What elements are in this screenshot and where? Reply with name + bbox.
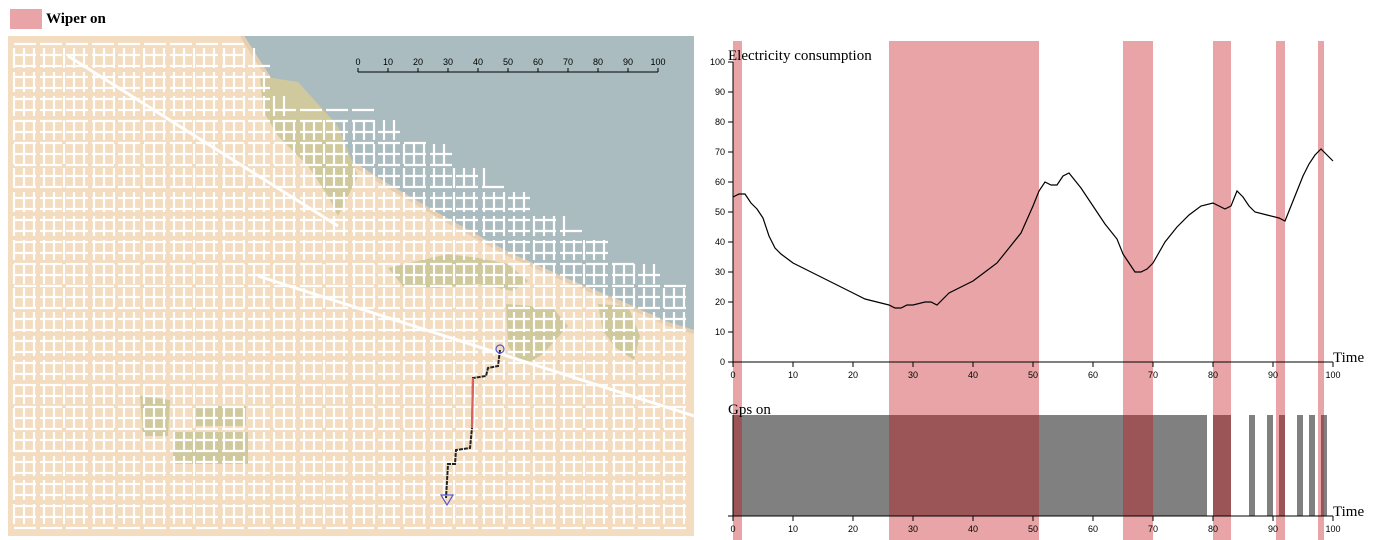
electricity-title: Electricity consumption [728, 48, 872, 64]
electricity-x-tick-label: 30 [908, 370, 918, 380]
electricity-x-tick-label: 20 [848, 370, 858, 380]
gps-x-tick-label: 50 [1028, 524, 1038, 534]
wiper-gps-overlap [1279, 415, 1285, 516]
gps-bar [1309, 415, 1315, 516]
wiper-band [1318, 41, 1324, 540]
gps-x-tick-label: 0 [730, 524, 735, 534]
electricity-y-tick-label: 0 [720, 357, 725, 367]
electricity-y-tick-label: 20 [715, 297, 725, 307]
scale-bar-tick-label: 10 [383, 57, 393, 67]
legend-label: Wiper on [46, 10, 106, 27]
scale-bar-tick-label: 100 [650, 57, 665, 67]
wiper-band [1276, 41, 1285, 540]
map[interactable]: 0 10 20 30 40 50 60 70 80 90 100 [8, 36, 694, 536]
electricity-x-tick-label: 50 [1028, 370, 1038, 380]
electricity-x-tick-label: 10 [788, 370, 798, 380]
scale-bar-tick-label: 30 [443, 57, 453, 67]
electricity-y-tick-label: 40 [715, 237, 725, 247]
gps-x-tick-label: 90 [1268, 524, 1278, 534]
gps-bar [1267, 415, 1273, 516]
electricity-x-tick-label: 60 [1088, 370, 1098, 380]
gps-title: Gps on [728, 402, 771, 418]
gps-bar [1249, 415, 1255, 516]
route-end-marker [439, 494, 455, 507]
wiper-gps-overlap [889, 415, 1039, 516]
gps-x-tick-label: 30 [908, 524, 918, 534]
electricity-y-tick-label: 90 [715, 87, 725, 97]
legend: Wiper on [10, 8, 106, 30]
electricity-x-tick-label: 80 [1208, 370, 1218, 380]
electricity-y-tick-label: 80 [715, 117, 725, 127]
electricity-series-line [732, 148, 1334, 309]
scale-bar-tick-label: 20 [413, 57, 423, 67]
map-scale-bar: 0 10 20 30 40 50 60 70 80 90 100 [355, 57, 666, 73]
wiper-gps-overlap [733, 415, 742, 516]
map-route-wiper [470, 377, 475, 429]
legend-swatch [10, 9, 42, 29]
electricity-y-tick-label: 50 [715, 207, 725, 217]
scale-bar-tick-label: 40 [473, 57, 483, 67]
wiper-gps-overlap [1213, 415, 1231, 516]
route-start-marker [495, 344, 505, 354]
electricity-y-tick-label: 100 [710, 57, 725, 67]
electricity-y-tick-label: 70 [715, 147, 725, 157]
scale-bar-tick-label: 60 [533, 57, 543, 67]
gps-x-tick-label: 100 [1325, 524, 1340, 534]
avenue [67, 54, 339, 228]
electricity-x-tick-label: 70 [1148, 370, 1158, 380]
scale-bar-tick-label: 70 [563, 57, 573, 67]
gps-x-tick-label: 60 [1088, 524, 1098, 534]
electricity-axes: 0 10 20 30 40 50 60 70 80 90 100 0 10 20 30 40 50 60 70 80 9… [710, 57, 1341, 380]
gps-x-tick-label: 10 [788, 524, 798, 534]
scale-bar-tick-label: 80 [593, 57, 603, 67]
electricity-y-tick-label: 30 [715, 267, 725, 277]
wiper-gps-overlap [1123, 415, 1153, 516]
electricity-xlabel: Time [1333, 350, 1364, 366]
gps-x-tick-label: 70 [1148, 524, 1158, 534]
avenue [257, 274, 694, 418]
gps-x-tick-label: 40 [968, 524, 978, 534]
gps-axes: 0 10 20 30 40 50 60 70 80 90 100 [728, 415, 1341, 534]
gps-xlabel: Time [1333, 504, 1364, 520]
electricity-y-tick-label: 10 [715, 327, 725, 337]
scale-bar-tick-label: 50 [503, 57, 513, 67]
gps-x-tick-label: 20 [848, 524, 858, 534]
gps-bar [1297, 415, 1303, 516]
wiper-band [733, 41, 742, 540]
gps-x-tick-label: 80 [1208, 524, 1218, 534]
wiper-gps-overlap [1321, 415, 1324, 516]
electricity-x-tick-label: 100 [1325, 370, 1340, 380]
electricity-x-tick-label: 40 [968, 370, 978, 380]
wiper-overlay [733, 415, 1324, 516]
electricity-x-tick-label: 90 [1268, 370, 1278, 380]
electricity-x-tick-label: 0 [730, 370, 735, 380]
electricity-y-tick-label: 60 [715, 177, 725, 187]
map-roads [12, 42, 694, 530]
scale-bar-tick-label: 90 [623, 57, 633, 67]
scale-bar-tick-label: 0 [355, 57, 360, 67]
